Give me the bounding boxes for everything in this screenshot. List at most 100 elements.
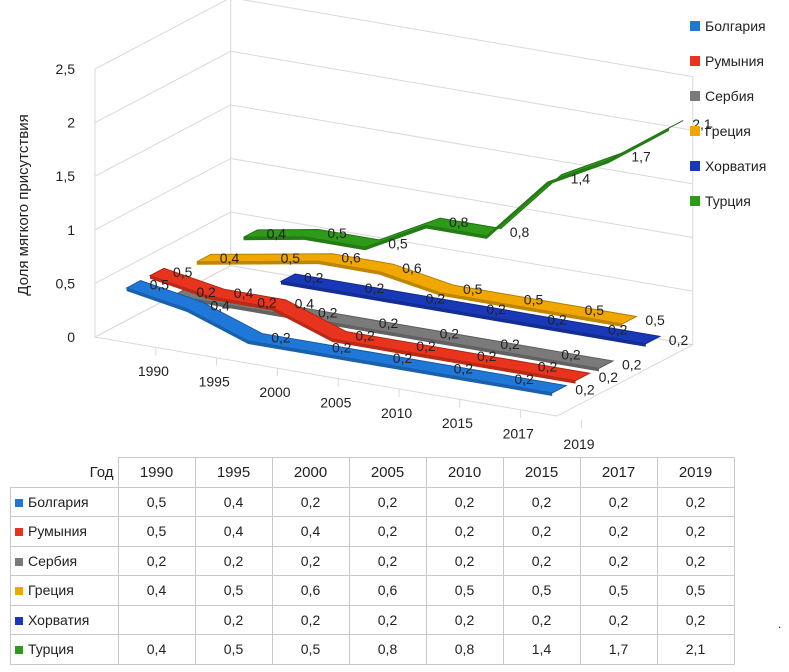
data-label: 0,2 <box>365 280 385 296</box>
y-tick-label: 0,5 <box>56 275 76 291</box>
data-label: 0,2 <box>393 350 413 366</box>
data-label: 0,5 <box>327 225 347 241</box>
legend-item: Болгария <box>690 8 766 43</box>
table-cell <box>117 604 196 635</box>
table-cell: 0,8 <box>348 634 427 665</box>
table-year-header: 2019 <box>656 457 735 488</box>
stray-dot: . <box>778 617 782 631</box>
legend-item: Турция <box>690 183 766 218</box>
data-label: 0,2 <box>257 294 277 310</box>
x-tick-label: 2000 <box>259 384 290 400</box>
y-axis-ticks: 0 0,5 1 1,5 2 2,5 <box>56 61 76 345</box>
chart-3d-line: 0 0,5 1 1,5 2 2,5 1990 1995 2000 2005 2010 2015 201… <box>15 0 712 450</box>
data-label: 0,4 <box>220 250 240 266</box>
table-row-label: Турция <box>28 641 74 658</box>
table-cell: 0,6 <box>271 575 350 606</box>
table-cell: 0,4 <box>117 634 196 665</box>
series-ribbon-edge <box>280 281 646 347</box>
legend-label: Турция <box>705 192 751 209</box>
data-label: 0,2 <box>304 270 324 286</box>
data-label: 1,4 <box>571 170 591 186</box>
legend-swatch <box>690 195 700 206</box>
table-cell: 0,4 <box>117 575 196 606</box>
table-cell: 1,7 <box>579 634 658 665</box>
table-cell: 0,2 <box>271 604 350 635</box>
table-header-row: Год 1990 1995 2000 2005 2010 2015 2017 2019 <box>11 457 735 488</box>
y-tick-label: 0 <box>67 329 75 345</box>
legend-item: Румыния <box>690 43 766 78</box>
data-label: 0,2 <box>426 290 446 306</box>
legend-label: Болгария <box>705 17 766 34</box>
data-label: 0,2 <box>514 371 534 387</box>
table-row: Румыния 0,5 0,4 0,4 0,2 0,2 0,2 0,2 0,2 <box>10 516 735 547</box>
table-cell: 0,2 <box>271 486 350 517</box>
legend-item: Хорватия <box>690 148 766 183</box>
table-cell: 0,2 <box>579 545 658 576</box>
table-cell: 0,2 <box>271 545 350 576</box>
table-row-label: Сербия <box>28 552 78 569</box>
series-ribbon-edge <box>243 127 670 251</box>
data-labels: 0,4 0,50,50,80,81,41,72,10,20,20,20,20,20… <box>150 116 712 397</box>
table-row-label: Хорватия <box>28 611 90 628</box>
table-cell: 1,4 <box>502 634 581 665</box>
table-row-swatch <box>15 646 23 655</box>
table-cell: 0,2 <box>425 486 504 517</box>
table-cell: 0,2 <box>425 604 504 635</box>
data-label: 0,4 <box>210 297 230 313</box>
table-row-swatch <box>15 528 23 537</box>
table-row-swatch <box>15 616 23 625</box>
legend-swatch <box>690 20 700 31</box>
data-label: 0,2 <box>454 360 474 376</box>
data-label: 0,4 <box>295 296 315 312</box>
table-cell: 0,2 <box>656 604 735 635</box>
chart-ribbons <box>125 119 684 396</box>
table-cell: 0,2 <box>656 486 735 517</box>
table-year-header: 2000 <box>271 457 350 488</box>
legend-item: Греция <box>690 113 766 148</box>
table-cell: 0,2 <box>579 516 658 547</box>
data-label: 0,2 <box>332 340 352 356</box>
table-year-header: 1995 <box>194 457 273 488</box>
data-label: 0,6 <box>341 249 361 265</box>
data-label: 0,2 <box>196 284 216 300</box>
table-cell: 0,2 <box>425 516 504 547</box>
table-row: Сербия 0,2 0,2 0,2 0,2 0,2 0,2 0,2 0,2 <box>10 545 735 576</box>
data-label: 0,5 <box>388 236 408 252</box>
data-label: 0,5 <box>281 250 301 266</box>
x-tick-label: 2017 <box>503 426 534 442</box>
table-cell: 0,5 <box>117 486 196 517</box>
table-cell: 0,2 <box>348 545 427 576</box>
legend-swatch <box>690 160 700 171</box>
table-cell: 0,4 <box>194 516 273 547</box>
chart-gridlines <box>94 0 694 346</box>
table-row: Хорватия 0,2 0,2 0,2 0,2 0,2 0,2 0,2 <box>10 604 735 635</box>
table-cell: 0,2 <box>117 545 196 576</box>
table-cell: 0,2 <box>348 486 427 517</box>
table-row-swatch <box>15 587 23 596</box>
data-label: 0,2 <box>622 357 642 373</box>
table-cell: 0,5 <box>271 634 350 665</box>
table-row-swatch <box>15 557 23 566</box>
data-label: 0,6 <box>402 260 422 276</box>
table-row-label: Румыния <box>28 523 88 540</box>
data-label: 0,2 <box>575 381 595 397</box>
table-cell: 0,2 <box>194 604 273 635</box>
data-label: 0,2 <box>379 315 399 331</box>
x-tick-label: 1990 <box>138 363 169 379</box>
data-label: 0,8 <box>449 214 469 230</box>
data-label: 1,7 <box>631 149 651 165</box>
table-row-header: Хорватия <box>10 604 119 635</box>
legend-item: Сербия <box>690 78 766 113</box>
table-year-header: 2017 <box>579 457 658 488</box>
x-tick-label: 2010 <box>381 405 412 421</box>
table-row-header: Болгария <box>10 486 119 517</box>
data-label: 0,8 <box>510 224 530 240</box>
legend-swatch <box>690 90 700 101</box>
data-label: 0,2 <box>416 338 436 354</box>
table-cell: 0,5 <box>194 575 273 606</box>
gridline <box>94 0 693 78</box>
data-label: 0,2 <box>561 346 581 362</box>
data-label: 0,4 <box>267 226 287 242</box>
table-cell: 0,5 <box>656 575 735 606</box>
table-cell: 0,2 <box>348 604 427 635</box>
